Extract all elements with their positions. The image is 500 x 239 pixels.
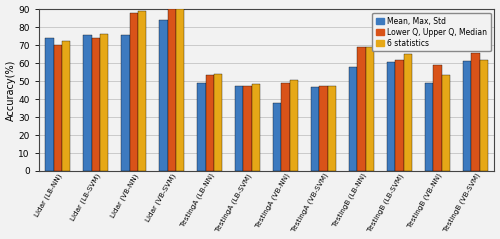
Bar bbox=[273, 103, 281, 171]
Legend: Mean, Max, Std, Lower Q, Upper Q, Median, 6 statistics: Mean, Max, Std, Lower Q, Upper Q, Median… bbox=[372, 13, 490, 51]
Bar bbox=[366, 47, 374, 171]
Bar bbox=[358, 47, 366, 171]
Bar bbox=[290, 80, 298, 171]
Bar bbox=[214, 74, 222, 171]
Bar bbox=[130, 13, 138, 171]
Bar bbox=[54, 45, 62, 171]
Bar bbox=[206, 75, 214, 171]
Bar bbox=[244, 86, 252, 171]
Bar bbox=[425, 83, 434, 171]
Bar bbox=[235, 87, 244, 171]
Bar bbox=[100, 34, 108, 171]
Bar bbox=[197, 83, 205, 171]
Bar bbox=[159, 20, 168, 171]
Bar bbox=[472, 53, 480, 171]
Bar bbox=[62, 41, 70, 171]
Bar bbox=[404, 54, 412, 171]
Bar bbox=[396, 60, 404, 171]
Bar bbox=[349, 67, 358, 171]
Bar bbox=[442, 75, 450, 171]
Bar bbox=[480, 60, 488, 171]
Bar bbox=[434, 65, 442, 171]
Bar bbox=[84, 35, 92, 171]
Bar bbox=[138, 11, 146, 171]
Bar bbox=[320, 87, 328, 171]
Bar bbox=[121, 35, 130, 171]
Bar bbox=[328, 87, 336, 171]
Bar bbox=[311, 87, 320, 171]
Bar bbox=[168, 9, 176, 171]
Bar bbox=[387, 62, 396, 171]
Bar bbox=[252, 84, 260, 171]
Bar bbox=[92, 38, 100, 171]
Bar bbox=[463, 61, 471, 171]
Bar bbox=[46, 38, 54, 171]
Y-axis label: Accuracy(%): Accuracy(%) bbox=[6, 59, 16, 121]
Bar bbox=[282, 83, 290, 171]
Bar bbox=[176, 9, 184, 171]
